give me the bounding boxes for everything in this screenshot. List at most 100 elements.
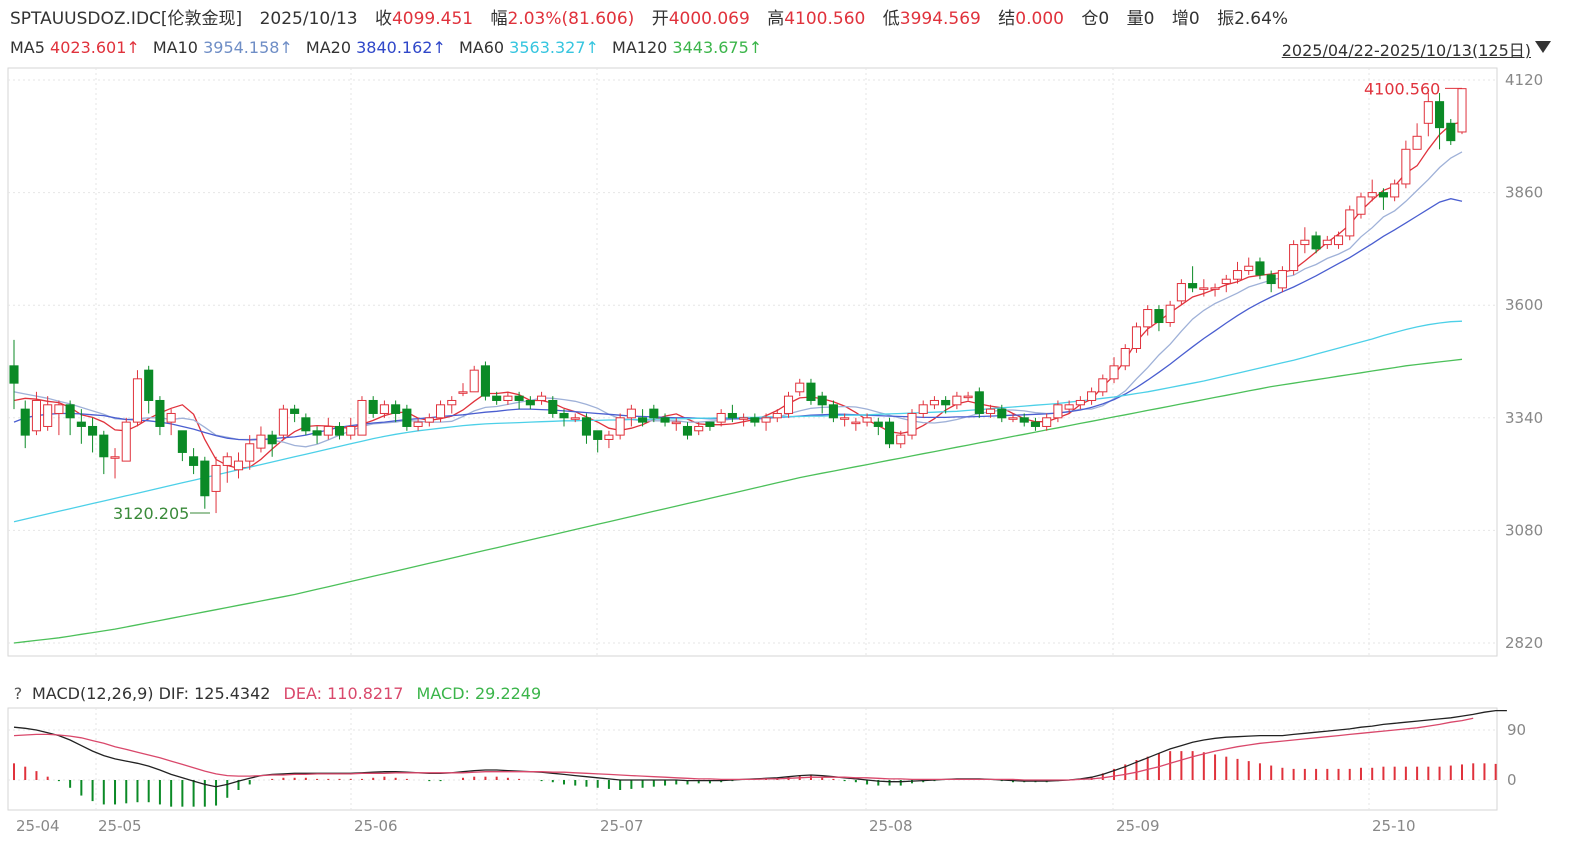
candle-body: [1435, 101, 1445, 129]
candle-body: [840, 417, 850, 420]
ma120-value: 3443.675↑: [672, 38, 763, 57]
ma10-value: 3954.158↑: [203, 38, 293, 57]
candle-body: [986, 408, 996, 414]
candle-body: [896, 434, 906, 445]
candle-body: [492, 395, 502, 401]
macd-y-tick-label: 0: [1507, 771, 1517, 789]
ma-line-ma5: [13, 121, 1463, 470]
candle-body: [593, 430, 603, 440]
candle-body: [548, 399, 558, 414]
high-label: 高: [767, 9, 785, 29]
candle-body: [884, 421, 895, 445]
close-value: 4099.451: [391, 9, 474, 29]
volume-value: 0: [1143, 9, 1155, 29]
caret-down-icon[interactable]: [1535, 41, 1551, 53]
volume-label: 量: [1126, 9, 1144, 29]
candle-body: [806, 382, 816, 401]
macd-y-tick-label: 90: [1507, 721, 1526, 739]
candle-body: [1176, 283, 1186, 302]
ma20-value: 3840.162↑: [356, 38, 446, 57]
ma-line-ma120: [13, 358, 1463, 644]
macd-pane-border: [7, 707, 1498, 811]
candle-body: [1277, 270, 1287, 289]
candle-body: [312, 430, 322, 436]
ma-line-ma10: [13, 151, 1463, 448]
y-tick-label: 2820: [1505, 634, 1543, 652]
ma60-label: MA60: [458, 38, 505, 57]
help-icon[interactable]: ?: [13, 684, 23, 703]
candle-body: [761, 417, 771, 423]
increase-label: 增: [1171, 9, 1189, 29]
candle-body: [727, 412, 737, 419]
candle-body: [828, 404, 838, 419]
candle-body: [1131, 326, 1142, 350]
candle-body: [772, 412, 782, 419]
candle-body: [1232, 270, 1243, 280]
candle-body: [1333, 235, 1344, 246]
candle-body: [88, 425, 98, 436]
candle-body: [862, 417, 872, 423]
x-tick-label: 25-08: [869, 817, 913, 835]
candle-body: [200, 460, 210, 497]
candle-body: [1345, 209, 1355, 237]
candle-body: [469, 369, 479, 393]
high-value: 4100.560: [784, 9, 866, 29]
candle-body: [1412, 135, 1422, 150]
dif-label: DIF:: [158, 684, 189, 703]
candle-body: [963, 395, 973, 399]
candle-body: [256, 434, 266, 449]
candle-body: [54, 404, 64, 414]
open-value: 4000.069: [668, 9, 750, 29]
candle-body: [1446, 122, 1456, 142]
candle-body: [974, 391, 984, 414]
y-tick-label: 3340: [1505, 409, 1543, 427]
candle-body: [110, 456, 120, 459]
date-range-selector[interactable]: 2025/04/22-2025/10/13(125日): [1281, 41, 1531, 60]
y-tick-label: 3080: [1505, 521, 1543, 539]
open-label: 开: [651, 9, 669, 29]
price-pane-border: [7, 67, 1498, 657]
symbol-label: SPTAUUSDOZ.IDC[伦敦金现]: [10, 9, 243, 29]
ma20-label: MA20: [305, 38, 352, 57]
candle-body: [1008, 417, 1018, 420]
ma-line-ma20: [13, 198, 1463, 441]
candle-body: [233, 460, 244, 471]
candle-body: [1356, 196, 1366, 215]
x-tick-label: 25-06: [354, 817, 398, 835]
candle-body: [570, 417, 580, 420]
candle-body: [952, 395, 962, 406]
candle-body: [31, 399, 41, 432]
ma5-value: 4023.601↑: [50, 38, 140, 57]
candle-body: [155, 399, 165, 427]
candle-body: [795, 382, 805, 393]
candle-body: [750, 417, 760, 423]
candle-body: [1064, 404, 1074, 410]
candle-body: [1300, 239, 1310, 246]
candle-body: [1244, 265, 1254, 272]
candle-body: [716, 412, 726, 423]
date-label: 2025/10/13: [259, 9, 358, 29]
candle-body: [76, 421, 86, 427]
candle-body: [615, 417, 625, 436]
max-annotation: 4100.560: [1364, 79, 1440, 98]
ma-legend: MA5 4023.601↑ MA10 3954.158↑ MA20 3840.1…: [10, 37, 762, 59]
ma10-label: MA10: [152, 38, 198, 57]
change-label: 幅: [490, 9, 508, 29]
candle-body: [705, 421, 715, 427]
candle-body: [222, 456, 232, 466]
candle-body: [323, 425, 333, 436]
change-value: 2.03%(81.606): [507, 9, 635, 29]
x-tick-label: 25-10: [1372, 817, 1416, 835]
candle-body: [918, 404, 928, 414]
candle-body: [121, 421, 131, 462]
candle-body: [480, 365, 490, 397]
candle-body: [1255, 261, 1265, 276]
close-label: 收: [374, 9, 392, 29]
candle-body: [514, 395, 524, 401]
candle-body: [525, 399, 535, 406]
ma60-value: 3563.327↑: [509, 38, 599, 57]
candle-body: [817, 395, 827, 406]
candle-body: [1378, 192, 1388, 198]
candle-body: [694, 425, 704, 432]
